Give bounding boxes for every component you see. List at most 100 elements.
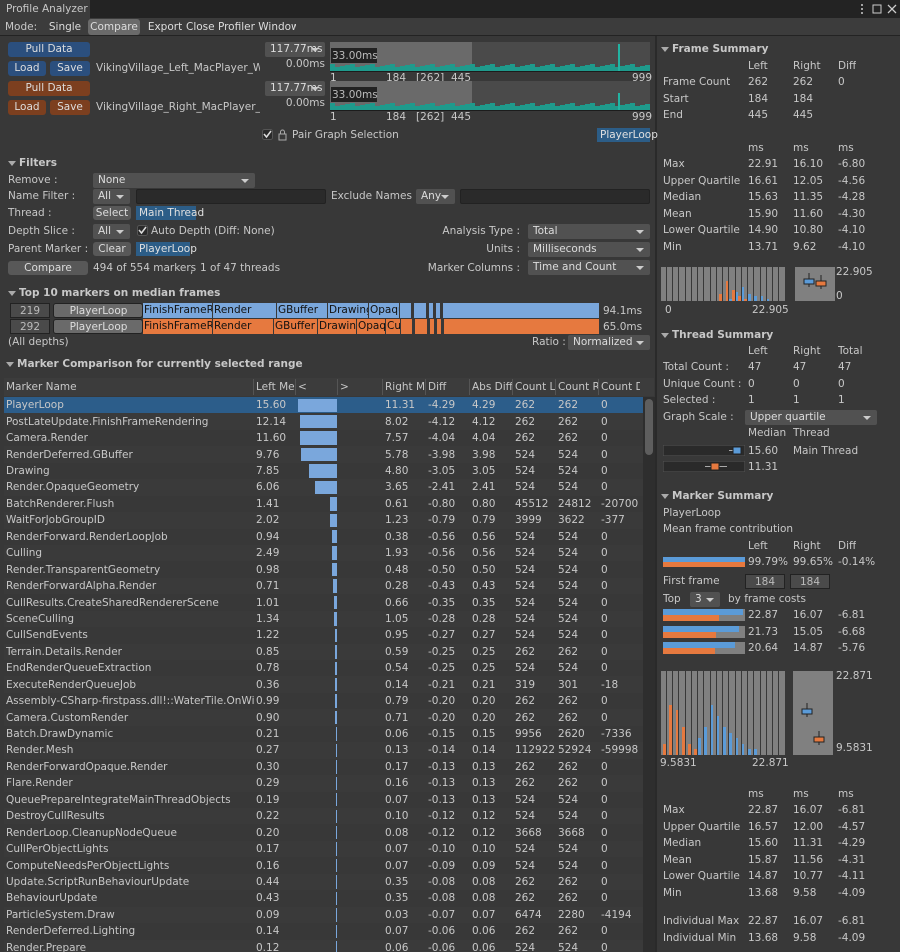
scrollbar-thumb: [645, 399, 653, 455]
dropdown[interactable]: 3: [690, 592, 720, 607]
table-cell: 524: [558, 530, 579, 543]
table-cell: 0.22: [256, 810, 280, 823]
summary-value: 15.63: [748, 191, 779, 204]
dropdown[interactable]: Any: [416, 189, 455, 204]
dropdown[interactable]: None: [93, 173, 255, 188]
table-cell: Culling: [6, 547, 43, 560]
table-cell: 1.05: [385, 612, 409, 625]
table-row: [4, 923, 643, 940]
toolbar-button[interactable]: Close Profiler Window: [186, 21, 296, 33]
summary-value: ms: [748, 142, 764, 154]
frame-cost-bar: [663, 625, 739, 632]
dropdown[interactable]: Normalized: [568, 335, 650, 350]
table-cell: 524: [515, 612, 536, 625]
table-cell: -0.08: [428, 892, 456, 905]
label: Depth Slice :: [8, 225, 75, 237]
table-cell: -0.43: [428, 580, 456, 593]
table-cell: 0.12: [472, 810, 496, 823]
dropdown[interactable]: Time and Count: [528, 260, 650, 275]
marker-segment: Render: [213, 303, 277, 318]
dropdown[interactable]: 117.77ms: [265, 42, 325, 57]
table-cell: 0.85: [256, 645, 280, 658]
toolbar-button[interactable]: Export: [147, 21, 183, 33]
table-cell: 8.02: [385, 415, 409, 428]
table-cell: 0: [601, 892, 608, 905]
save-button[interactable]: Save: [50, 100, 90, 115]
table-cell: 1.22: [256, 629, 280, 642]
label: First frame: [663, 575, 720, 587]
button[interactable]: Clear: [93, 242, 131, 256]
column-header: Count R: [558, 381, 598, 393]
histogram-bin: [735, 671, 741, 755]
diff-bar: [334, 645, 337, 659]
button[interactable]: Select: [93, 206, 131, 220]
table-cell: 0.44: [256, 875, 280, 888]
label: Auto Depth (Diff: None): [151, 225, 275, 237]
table-cell: -0.80: [428, 497, 456, 510]
table-cell: 0.09: [472, 859, 496, 872]
label: 22.905: [752, 304, 789, 316]
summary-value: Left: [748, 540, 768, 552]
summary-value: 0: [838, 76, 845, 88]
histogram-bin: [679, 267, 685, 301]
table-cell: 0.07: [385, 793, 409, 806]
text-field[interactable]: [136, 189, 326, 204]
mode-tab[interactable]: Single: [48, 21, 82, 33]
title-tab: [0, 0, 90, 18]
table-cell: 0.07: [385, 925, 409, 938]
table-cell: 0: [601, 629, 608, 642]
table-cell: RenderDeferred.Lighting: [6, 925, 136, 938]
table-cell: 524: [558, 580, 579, 593]
pair-checkbox: [262, 129, 290, 141]
table-cell: 0.30: [256, 760, 280, 773]
frame-time-graph: [330, 81, 650, 111]
diff-bar: [334, 661, 337, 675]
table-cell: 3668: [558, 826, 585, 839]
dropdown[interactable]: Total: [528, 224, 650, 239]
table-cell: 0.80: [472, 497, 496, 510]
column-separator: [425, 379, 426, 395]
marker-segment: [414, 303, 427, 318]
label: 1 of 47 threads: [200, 262, 281, 274]
table-cell: 0: [601, 645, 608, 658]
summary-value: ms: [793, 788, 809, 800]
table-cell: 524: [558, 596, 579, 609]
load-button[interactable]: Load: [8, 61, 46, 76]
table-cell: -0.25: [428, 645, 456, 658]
table-cell: 524: [515, 547, 536, 560]
load-button[interactable]: Load: [8, 100, 46, 115]
histogram-bin: [754, 671, 760, 755]
summary-value: 12.00: [793, 820, 824, 833]
summary-value: -6.68: [838, 625, 866, 638]
contribution-bar: [663, 557, 745, 562]
summary-value: 15.05: [793, 625, 824, 638]
table-cell: 524: [558, 448, 579, 461]
pull-data-button[interactable]: Pull Data: [8, 81, 90, 96]
summary-value: -4.11: [838, 870, 866, 882]
marker-segment: GBuffer: [274, 319, 318, 334]
column-separator: [295, 379, 296, 395]
column-header: Count L: [515, 381, 555, 393]
dropdown[interactable]: Upper quartile: [745, 410, 877, 425]
thread-box-plot-graphic: [662, 460, 746, 473]
dropdown[interactable]: All: [93, 189, 130, 204]
table-cell: 524: [558, 843, 579, 856]
dropdown[interactable]: Milliseconds: [528, 242, 650, 257]
dropdown[interactable]: All: [93, 224, 130, 239]
auto-depth-checkbox: [137, 225, 149, 237]
text-field[interactable]: [460, 189, 650, 204]
table-cell: -0.56: [428, 530, 456, 543]
pull-data-button[interactable]: Pull Data: [8, 42, 90, 57]
table-cell: -0.20: [428, 695, 456, 708]
table-row: [4, 890, 643, 907]
save-button[interactable]: Save: [50, 61, 90, 76]
compare-button[interactable]: Compare: [8, 261, 88, 275]
dropdown[interactable]: 117.77ms: [265, 81, 325, 96]
summary-label: Upper Quartile: [663, 820, 741, 833]
label: Exclude Names :: [331, 190, 419, 202]
summary-value: 15.60: [748, 837, 779, 849]
table-cell: Render.TransparentGeometry: [6, 563, 161, 576]
label: Parent Marker :: [8, 243, 89, 255]
column-header: Left Me: [256, 381, 295, 393]
mode-tab[interactable]: Compare: [88, 19, 140, 35]
